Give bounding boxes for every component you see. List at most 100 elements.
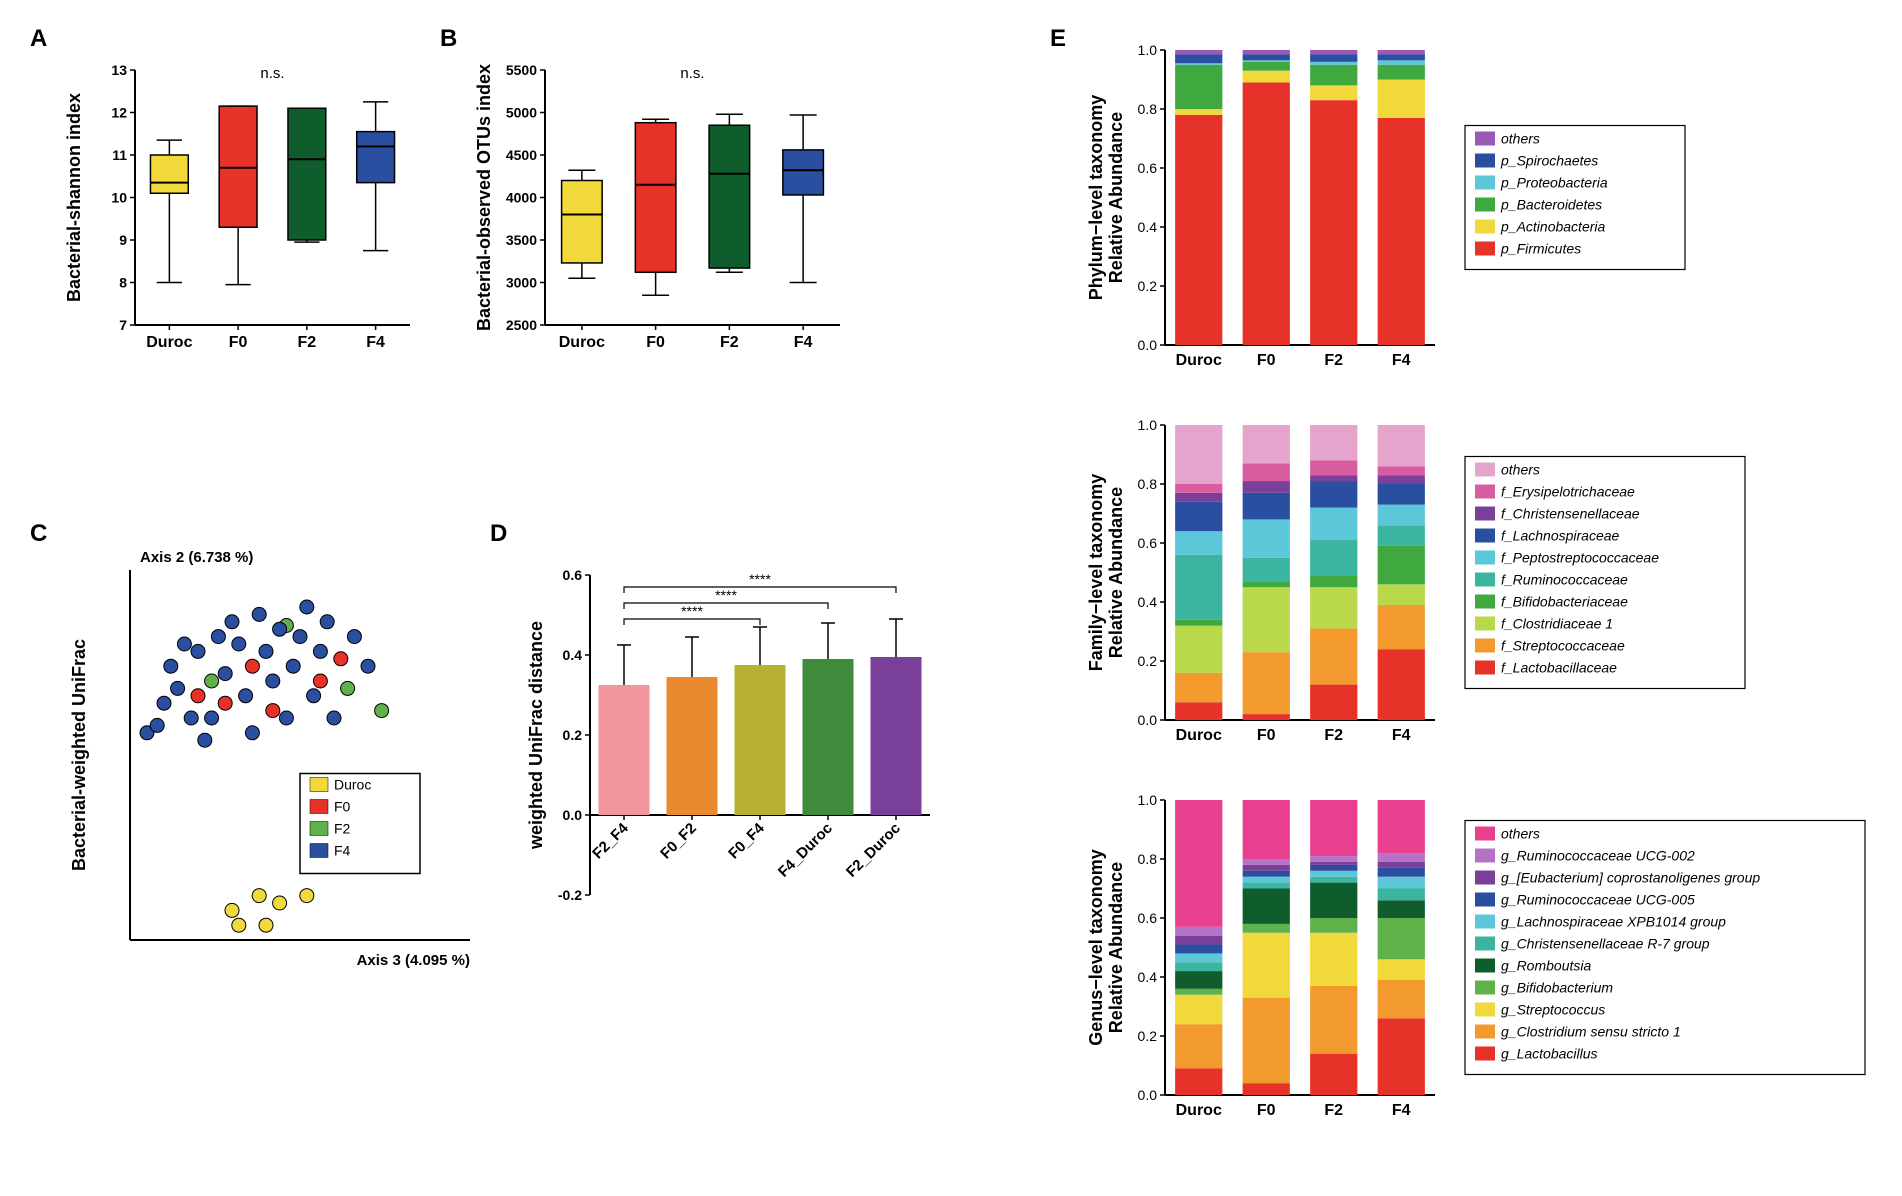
- svg-text:F2_Duroc: F2_Duroc: [843, 820, 904, 881]
- svg-text:F4: F4: [1392, 727, 1411, 744]
- svg-text:F0: F0: [229, 334, 248, 351]
- svg-text:1.0: 1.0: [1138, 42, 1158, 58]
- svg-text:f_Erysipelotrichaceae: f_Erysipelotrichaceae: [1501, 484, 1635, 500]
- panel-label-e: E: [1050, 25, 1066, 53]
- svg-text:0.2: 0.2: [1138, 278, 1158, 294]
- svg-text:Duroc: Duroc: [1176, 1102, 1222, 1119]
- svg-text:13: 13: [111, 62, 127, 78]
- svg-text:10: 10: [111, 190, 127, 206]
- barchart-d: -0.2 0.0 0.2 0.4 0.6 weighted UniFrac distanc…: [520, 540, 940, 990]
- svg-text:g_Lactobacillus: g_Lactobacillus: [1501, 1046, 1598, 1062]
- svg-text:g_Ruminococcaceae UCG-002: g_Ruminococcaceae UCG-002: [1501, 848, 1695, 864]
- svg-text:0.6: 0.6: [563, 567, 583, 583]
- svg-text:****: ****: [749, 571, 771, 587]
- svg-text:0.4: 0.4: [1138, 594, 1158, 610]
- svg-text:g_Bifidobacterium: g_Bifidobacterium: [1501, 980, 1613, 996]
- svg-text:Relative Abundance: Relative Abundance: [1106, 862, 1126, 1033]
- svg-text:0.0: 0.0: [563, 807, 583, 823]
- svg-text:p_Actinobacteria: p_Actinobacteria: [1500, 219, 1606, 235]
- svg-text:F2: F2: [334, 821, 351, 837]
- svg-text:f_Lactobacillaceae: f_Lactobacillaceae: [1501, 660, 1617, 676]
- svg-text:0.8: 0.8: [1138, 101, 1158, 117]
- scatter-c: Axis 2 (6.738 %)Axis 3 (4.095 %)Bacteria…: [60, 540, 480, 980]
- svg-text:Duroc: Duroc: [1176, 727, 1222, 744]
- boxplot-b: 2500300035004000450050005500Bacterial-ob…: [470, 50, 850, 370]
- svg-text:1.0: 1.0: [1138, 417, 1158, 433]
- svg-text:Bacterial-weighted UniFrac: Bacterial-weighted UniFrac: [69, 639, 89, 871]
- svg-text:F4: F4: [1392, 1102, 1411, 1119]
- panel-d: -0.2 0.0 0.2 0.4 0.6 weighted UniFrac distanc…: [520, 540, 940, 990]
- svg-text:0.6: 0.6: [1138, 910, 1158, 926]
- svg-text:Duroc: Duroc: [559, 334, 605, 351]
- svg-text:f_Bifidobacteriaceae: f_Bifidobacteriaceae: [1501, 594, 1628, 610]
- svg-text:F0: F0: [1257, 1102, 1276, 1119]
- svg-text:g_Lachnospiraceae XPB1014 grou: g_Lachnospiraceae XPB1014 group: [1501, 914, 1726, 930]
- svg-text:11: 11: [112, 147, 127, 163]
- svg-text:1.0: 1.0: [1138, 792, 1158, 808]
- svg-text:4000: 4000: [506, 190, 537, 206]
- figure-root: A B C D E 78910111213Bacterial-shannon i…: [20, 20, 1882, 1176]
- svg-text:5000: 5000: [506, 105, 537, 121]
- svg-text:weighted UniFrac distance: weighted UniFrac distance: [526, 621, 546, 850]
- svg-text:F0: F0: [646, 334, 665, 351]
- svg-text:0.8: 0.8: [1138, 476, 1158, 492]
- panel-label-d: D: [490, 520, 507, 548]
- svg-text:g_Romboutsia: g_Romboutsia: [1501, 958, 1591, 974]
- svg-text:0.6: 0.6: [1138, 160, 1158, 176]
- svg-text:p_Bacteroidetes: p_Bacteroidetes: [1500, 197, 1602, 213]
- svg-text:-0.2: -0.2: [558, 887, 582, 903]
- svg-text:others: others: [1501, 462, 1540, 478]
- svg-text:g_Ruminococcaceae UCG-005: g_Ruminococcaceae UCG-005: [1501, 892, 1695, 908]
- svg-text:Duroc: Duroc: [334, 777, 371, 793]
- svg-text:p_Proteobacteria: p_Proteobacteria: [1500, 175, 1608, 191]
- svg-text:Relative Abundance: Relative Abundance: [1106, 112, 1126, 283]
- svg-text:Duroc: Duroc: [1176, 352, 1222, 369]
- panel-c: Axis 2 (6.738 %)Axis 3 (4.095 %)Bacteria…: [60, 540, 480, 980]
- svg-text:Bacterial-shannon index: Bacterial-shannon index: [64, 93, 84, 302]
- svg-text:F2: F2: [298, 334, 317, 351]
- svg-text:Genus−level taxonomy: Genus−level taxonomy: [1086, 849, 1106, 1046]
- panel-e: 0.00.20.40.60.81.0Phylum−level taxonomyR…: [1080, 40, 1880, 1160]
- svg-text:f_Streptococcaceae: f_Streptococcaceae: [1501, 638, 1625, 654]
- svg-text:0.6: 0.6: [1138, 535, 1158, 551]
- svg-text:****: ****: [715, 587, 737, 603]
- svg-text:n.s.: n.s.: [260, 65, 284, 82]
- svg-text:Relative Abundance: Relative Abundance: [1106, 487, 1126, 658]
- svg-text:****: ****: [681, 603, 703, 619]
- svg-text:f_Christensenellaceae: f_Christensenellaceae: [1501, 506, 1640, 522]
- svg-text:F2: F2: [1324, 1102, 1343, 1119]
- svg-text:n.s.: n.s.: [680, 65, 704, 82]
- svg-text:F4: F4: [334, 843, 351, 859]
- svg-text:12: 12: [111, 105, 127, 121]
- panel-label-b: B: [440, 25, 457, 53]
- svg-text:p_Firmicutes: p_Firmicutes: [1500, 241, 1581, 257]
- svg-text:Duroc: Duroc: [146, 334, 192, 351]
- svg-text:F4: F4: [1392, 352, 1411, 369]
- svg-text:f_Lachnospiraceae: f_Lachnospiraceae: [1501, 528, 1620, 544]
- svg-text:f_Clostridiaceae 1: f_Clostridiaceae 1: [1501, 616, 1613, 632]
- svg-text:F0: F0: [1257, 352, 1276, 369]
- svg-text:Family−level taxonomy: Family−level taxonomy: [1086, 474, 1106, 672]
- svg-text:0.2: 0.2: [1138, 1028, 1158, 1044]
- svg-text:0.8: 0.8: [1138, 851, 1158, 867]
- svg-text:0.0: 0.0: [1138, 337, 1158, 353]
- svg-text:F2_F4: F2_F4: [589, 819, 632, 862]
- svg-text:others: others: [1501, 131, 1540, 147]
- svg-text:g_Christensenellaceae R-7 grou: g_Christensenellaceae R-7 group: [1501, 936, 1710, 952]
- svg-text:F4: F4: [794, 334, 813, 351]
- svg-text:F0: F0: [1257, 727, 1276, 744]
- svg-text:2500: 2500: [506, 317, 537, 333]
- svg-text:0.0: 0.0: [1138, 712, 1158, 728]
- svg-text:Phylum−level taxonomy: Phylum−level taxonomy: [1086, 95, 1106, 301]
- svg-text:0.2: 0.2: [563, 727, 583, 743]
- svg-text:0.0: 0.0: [1138, 1087, 1158, 1103]
- svg-text:F2: F2: [720, 334, 739, 351]
- svg-text:F4: F4: [366, 334, 385, 351]
- svg-text:f_Ruminococcaceae: f_Ruminococcaceae: [1501, 572, 1628, 588]
- svg-text:F2: F2: [1324, 352, 1343, 369]
- svg-text:F0_F4: F0_F4: [725, 819, 768, 862]
- svg-text:F2: F2: [1324, 727, 1343, 744]
- svg-text:Axis 3 (4.095 %): Axis 3 (4.095 %): [357, 952, 470, 969]
- svg-text:0.4: 0.4: [563, 647, 583, 663]
- svg-text:4500: 4500: [506, 147, 537, 163]
